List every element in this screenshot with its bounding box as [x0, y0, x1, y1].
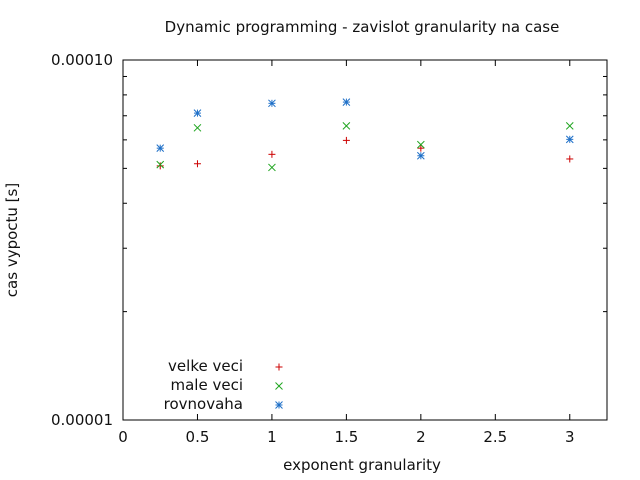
data-point-star [156, 144, 165, 153]
legend-marker-plus [275, 363, 283, 371]
x-tick-label: 0 [118, 428, 128, 446]
chart-title: Dynamic programming - zavislot granulari… [165, 18, 560, 36]
data-point-star [268, 99, 276, 108]
legend-marker-cross [275, 382, 283, 390]
x-tick-label: 2.5 [483, 428, 507, 446]
data-point-plus [268, 150, 276, 158]
x-tick-labels: 0 0.5 1 1.5 2 2.5 3 [118, 428, 574, 446]
data-point-plus [193, 160, 201, 168]
plot-frame [122, 59, 608, 421]
x-tick-label: 2 [416, 428, 426, 446]
data-point-plus [156, 162, 164, 170]
x-tick-label: 0.5 [186, 428, 210, 446]
data-point-plus [342, 136, 350, 144]
data-point-plus [417, 144, 425, 152]
legend-label: rovnovaha [164, 395, 243, 413]
y-tick-label: 0.00010 [51, 51, 113, 69]
data-point-star [416, 151, 425, 160]
data-point-cross [156, 160, 165, 169]
data-point-cross [268, 163, 276, 172]
axis-ticks [122, 59, 607, 421]
y-tick-label: 0.00001 [51, 411, 113, 429]
data-point-star [193, 109, 202, 117]
data-point-cross [193, 123, 202, 132]
data-point-cross [342, 122, 351, 130]
x-tick-label: 1.5 [334, 428, 358, 446]
data-point-star [342, 98, 351, 106]
legend-label: velke veci [168, 357, 243, 375]
y-axis-label: cas vypoctu [s] [3, 183, 21, 297]
data-point-star [565, 135, 574, 144]
x-tick-label: 3 [565, 428, 575, 446]
legend-marker-star [275, 401, 283, 409]
data-points [156, 98, 574, 172]
x-axis-label: exponent granularity [283, 456, 441, 474]
y-tick-labels: 0.00001 0.00010 [51, 51, 113, 429]
data-point-cross [416, 140, 425, 149]
legend-label: male veci [171, 376, 244, 394]
x-tick-label: 1 [267, 428, 277, 446]
data-point-cross [565, 122, 574, 130]
data-point-plus [566, 155, 574, 163]
